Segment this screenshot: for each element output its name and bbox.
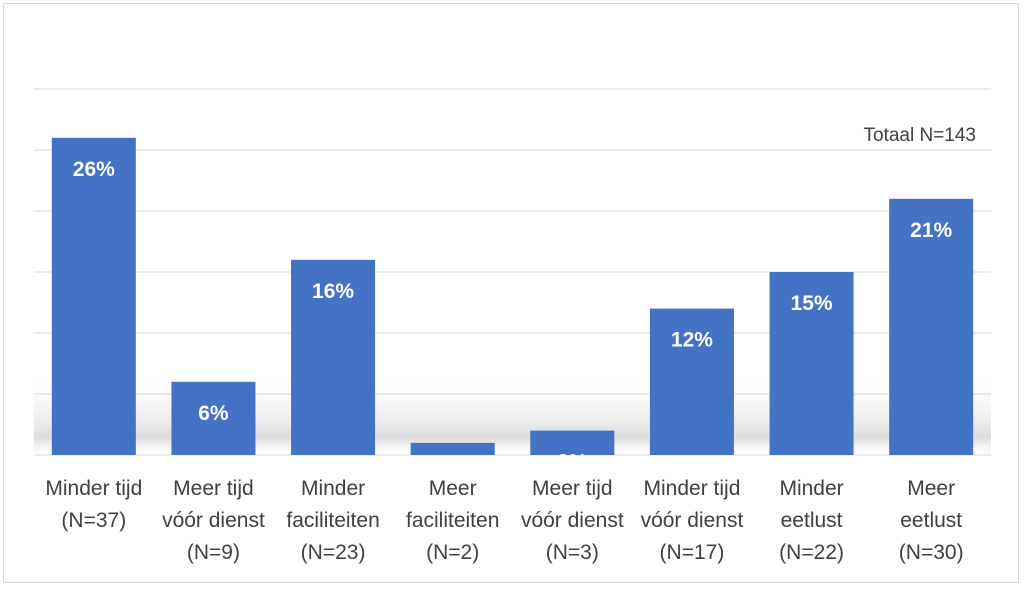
category-label-line: Minder tijd <box>45 477 142 500</box>
category-label-line: faciliteiten <box>286 509 379 532</box>
bar <box>769 272 854 455</box>
category-labels: Minder tijd (N=37) Meer tijd vóór dienst (N=… <box>45 477 963 564</box>
category-label: Minder tijd (N=37) <box>45 477 142 532</box>
bar-chart: 26%6%16%1%2%12%15%21% Minder tijd (N=37)M… <box>34 88 991 564</box>
data-label: 2% <box>557 451 588 474</box>
category-label: Minder tijd vóór dienst (N=17) <box>641 477 744 564</box>
category-label-line: eetlust <box>900 509 962 532</box>
category-label-line: (N=37) <box>61 509 126 532</box>
category-label-line: vóór dienst <box>641 509 744 532</box>
category-label-line: vóór dienst <box>162 509 265 532</box>
category-label-line: Meer <box>907 477 955 500</box>
bar <box>171 381 256 455</box>
category-label-line: (N=30) <box>899 541 964 564</box>
category-label: Minder faciliteiten (N=23) <box>286 477 379 564</box>
category-label: Meer tijd vóór dienst (N=9) <box>162 477 265 564</box>
category-label-line: Meer <box>429 477 477 500</box>
category-label-line: (N=17) <box>660 541 725 564</box>
data-label: 26% <box>73 158 115 181</box>
category-label: Meer eetlust (N=30) <box>899 477 964 564</box>
category-label-line: eetlust <box>781 509 843 532</box>
total-annotation: Totaal N=143 <box>864 125 977 146</box>
category-label-line: (N=22) <box>779 541 844 564</box>
category-label-line: Minder <box>301 477 365 500</box>
data-label: 1% <box>438 463 469 486</box>
bar <box>291 259 376 455</box>
bar <box>51 137 136 456</box>
data-labels: 26% 6% 16% 1% 2% 12% 15% 21% <box>73 158 953 486</box>
category-label-line: (N=3) <box>546 541 599 564</box>
bar <box>410 442 495 455</box>
bars <box>51 137 974 456</box>
category-label-line: Meer tijd <box>532 477 613 500</box>
data-label: 16% <box>312 280 354 303</box>
category-label: Meer tijd vóór dienst (N=3) <box>521 477 624 564</box>
category-label-line: (N=9) <box>187 541 240 564</box>
data-label: 12% <box>671 329 713 352</box>
data-label: 6% <box>198 402 229 425</box>
bar <box>649 308 734 455</box>
category-label-line: Minder <box>779 477 843 500</box>
category-label: Meer faciliteiten (N=2) <box>406 477 499 564</box>
bar <box>530 430 615 455</box>
category-label-line: vóór dienst <box>521 509 624 532</box>
category-label-line: (N=23) <box>301 541 366 564</box>
data-label: 15% <box>791 292 833 315</box>
category-label-line: (N=2) <box>426 541 479 564</box>
bar <box>889 198 974 456</box>
chart-frame: 26% 6% 16% 1% 2% 12% 15% 21% Minder tijd (N=37) M… <box>3 3 1019 583</box>
category-label: Minder eetlust (N=22) <box>779 477 844 564</box>
data-label: 21% <box>910 219 952 242</box>
category-label-line: Meer tijd <box>173 477 254 500</box>
category-label-line: faciliteiten <box>406 509 499 532</box>
category-label-line: Minder tijd <box>644 477 741 500</box>
